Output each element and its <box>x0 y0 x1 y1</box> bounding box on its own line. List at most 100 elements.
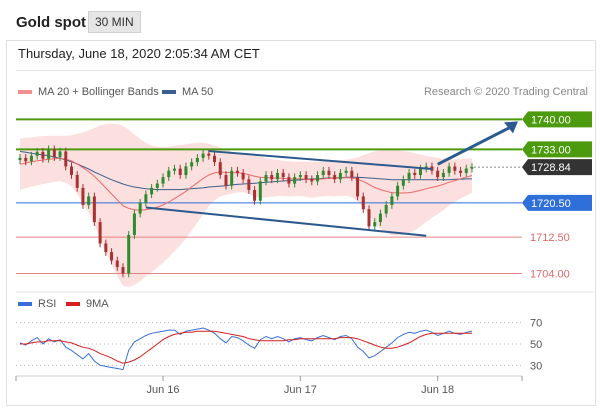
rsi-swatch <box>18 302 32 306</box>
candle-body <box>253 190 257 201</box>
rsi-tick-2: 30 <box>530 360 542 372</box>
candle-body <box>316 175 320 182</box>
level-label-1: 1733.00 <box>531 144 571 156</box>
rsi-ma-swatch <box>66 302 80 306</box>
level-tag-1 <box>522 141 592 158</box>
x-tick-label: Jun 17 <box>284 384 317 396</box>
x-tick-label: Jun 18 <box>421 384 454 396</box>
candle-body <box>327 170 331 176</box>
candle-body <box>35 151 39 156</box>
candle-body <box>81 187 85 205</box>
candle-body <box>464 168 468 173</box>
timeframe-badge[interactable]: 30 MIN <box>88 11 141 33</box>
instrument-title: Gold spot <box>16 14 86 31</box>
trendline-0 <box>208 150 433 171</box>
candle-body <box>384 204 388 214</box>
legend-bollinger: MA 20 + Bollinger Bands <box>18 86 159 98</box>
candle-body <box>258 181 262 201</box>
candle-body <box>29 155 33 162</box>
candle-body <box>333 175 337 180</box>
candle-body <box>150 187 154 195</box>
candle-body <box>338 172 342 180</box>
level-tag-0 <box>522 111 592 128</box>
bollinger-swatch <box>18 90 32 94</box>
candle-body <box>224 175 228 186</box>
candle-body <box>459 170 463 173</box>
projection-arrow-line <box>436 125 513 166</box>
candle-body <box>310 179 314 182</box>
candle-body <box>127 234 131 274</box>
candle-body <box>453 166 457 171</box>
candle-body <box>201 153 205 158</box>
candle-body <box>304 175 308 180</box>
candle-body <box>195 157 199 163</box>
candle-body <box>207 153 211 156</box>
legend-rsi-ma-label: 9MA <box>86 298 109 310</box>
candle-body <box>424 166 428 169</box>
candle-body <box>218 162 222 176</box>
candle-body <box>18 157 22 161</box>
legend-rsi-ma: 9MA <box>66 298 109 310</box>
candle-body <box>115 260 119 268</box>
rsi-ma-line <box>20 330 472 364</box>
candle-body <box>441 172 445 178</box>
candle-body <box>350 170 354 178</box>
candle-body <box>287 177 291 184</box>
candle-body <box>396 185 400 197</box>
legend-bollinger-label: MA 20 + Bollinger Bands <box>38 86 159 98</box>
candle-body <box>178 168 182 176</box>
candle-body <box>407 172 411 180</box>
candle-body <box>167 170 171 178</box>
candle-body <box>270 175 274 180</box>
ma50-line <box>19 151 472 191</box>
candle-body <box>361 196 365 210</box>
candle-body <box>401 179 405 186</box>
candle-body <box>52 149 56 158</box>
projection-arrow-head <box>504 121 518 134</box>
candle-body <box>264 175 268 182</box>
level-label-3: 1720.50 <box>531 198 571 210</box>
candle-body <box>447 166 451 173</box>
candle-body <box>235 170 239 173</box>
candle-body <box>121 267 125 274</box>
trendline-1 <box>145 206 427 237</box>
rsi-tick-1: 50 <box>530 339 542 351</box>
level-label-2: 1728.84 <box>531 162 571 174</box>
candle-body <box>356 177 360 197</box>
candle-body <box>413 172 417 176</box>
candle-body <box>378 213 382 223</box>
rsi-tick-0: 70 <box>530 318 542 330</box>
candle-body <box>132 213 136 235</box>
level-tag-3 <box>522 194 592 211</box>
candle-body <box>436 170 440 178</box>
candle-body <box>298 175 302 178</box>
candle-body <box>69 166 73 176</box>
candle-body <box>367 209 371 227</box>
x-tick-label: Jun 16 <box>147 384 180 396</box>
candle-body <box>87 196 91 205</box>
candle-body <box>293 177 297 184</box>
header-divider <box>16 70 594 71</box>
chart-datetime: Thursday, June 18, 2020 2:05:34 AM CET <box>18 46 260 61</box>
candle-body <box>110 252 114 261</box>
candle-body <box>241 172 245 180</box>
level-label-0: 1740.00 <box>531 114 571 126</box>
candle-body <box>98 222 102 244</box>
candle-body <box>470 167 474 169</box>
legend-ma50-label: MA 50 <box>182 86 214 98</box>
candle-body <box>172 168 176 171</box>
candle-body <box>275 172 279 180</box>
rsi-line <box>19 327 473 371</box>
candle-body <box>247 179 251 190</box>
candle-body <box>281 172 285 178</box>
bollinger-band-fill <box>20 123 472 288</box>
candle-body <box>161 177 165 184</box>
research-credit: Research © 2020 Trading Central <box>423 86 588 98</box>
candle-body <box>144 194 148 203</box>
chart-header: Gold spot 30 MIN <box>0 0 600 44</box>
candle-body <box>47 149 51 159</box>
candle-body <box>104 243 108 253</box>
level-tag-2 <box>522 159 592 176</box>
level-label-4: 1712.50 <box>530 232 570 244</box>
